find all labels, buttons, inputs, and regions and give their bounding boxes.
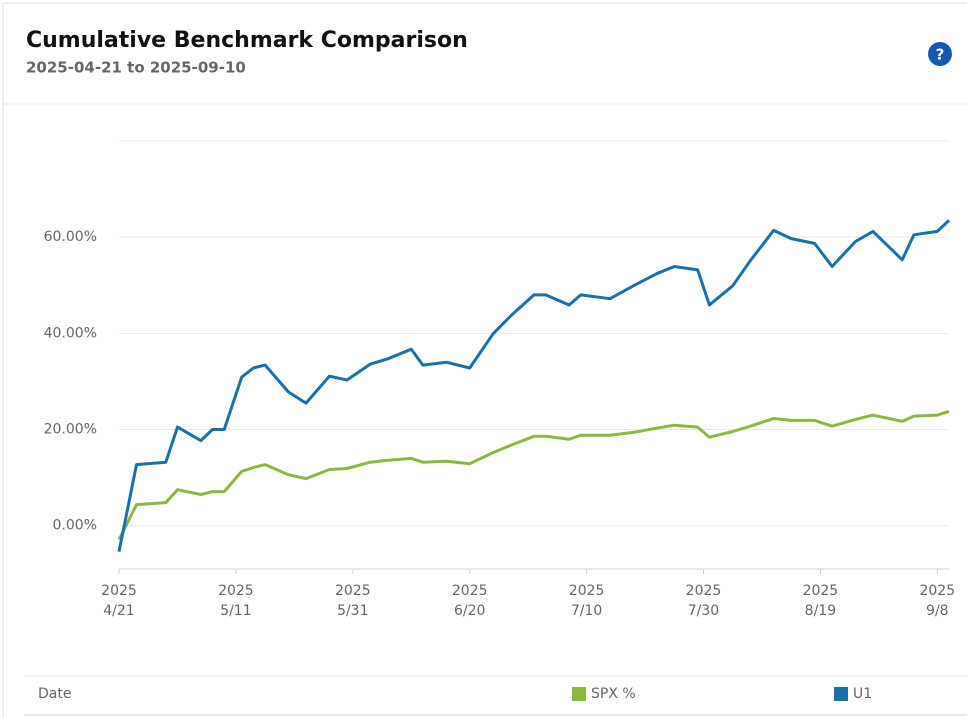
x-tick-date: 9/8 [926, 603, 949, 619]
x-tick-date: 5/31 [337, 603, 368, 619]
help-button[interactable] [928, 42, 952, 66]
x-tick-year: 2025 [101, 583, 137, 599]
legend-label: SPX % [591, 686, 636, 702]
legend-swatch [834, 687, 848, 701]
chart-subtitle: 2025-04-21 to 2025-09-10 [26, 59, 246, 77]
x-tick-date: 5/11 [220, 603, 251, 619]
series-line [117, 409, 950, 541]
x-tick-year: 2025 [919, 583, 955, 599]
x-tick-date: 8/19 [805, 603, 836, 619]
x-tick-year: 2025 [803, 583, 839, 599]
x-tick-year: 2025 [452, 583, 488, 599]
x-tick-date: 7/30 [688, 603, 719, 619]
x-tick-year: 2025 [686, 583, 722, 599]
series-line [117, 219, 951, 552]
legend-swatch [572, 687, 586, 701]
x-tick-date: 4/21 [103, 603, 134, 619]
help-icon[interactable]: ? [936, 46, 945, 64]
y-tick-label: 0.00% [53, 518, 97, 534]
y-tick-label: 20.00% [44, 422, 97, 438]
x-tick-date: 7/10 [571, 603, 602, 619]
chart-title: Cumulative Benchmark Comparison [26, 28, 468, 53]
x-tick-year: 2025 [218, 583, 254, 599]
x-tick-year: 2025 [335, 583, 371, 599]
y-tick-label: 60.00% [44, 229, 97, 245]
legend-label: U1 [853, 686, 872, 702]
x-axis-label: Date [38, 686, 71, 702]
x-tick-year: 2025 [569, 583, 605, 599]
y-tick-label: 40.00% [44, 325, 97, 341]
x-tick-date: 6/20 [454, 603, 485, 619]
